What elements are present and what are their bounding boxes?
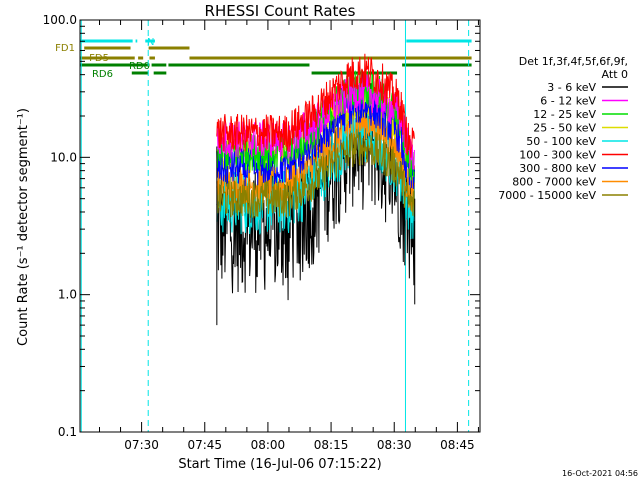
series-line-3-6keV — [216, 70, 415, 301]
series-layer — [216, 53, 416, 326]
legend-header-line2: Att 0 — [602, 68, 628, 81]
series-line-7000-15000keV — [216, 128, 415, 218]
legend-label: 800 - 7000 keV — [512, 176, 596, 189]
legend-label: 100 - 300 keV — [519, 149, 596, 162]
y-axis-label: Count Rate (s⁻¹ detector segment⁻¹) — [16, 108, 31, 346]
legend-label: 300 - 800 keV — [519, 162, 596, 175]
x-tick-label: 08:00 — [251, 438, 286, 452]
flag-label-n: N — [147, 37, 154, 48]
footer-timestamp: 16-Oct-2021 04:56 — [562, 469, 638, 478]
x-tick-label: 07:30 — [124, 438, 159, 452]
axes-layer: 0.1 1.0 10.0 100.0 07:30 07:45 08:00 08:15 08:30… — [43, 13, 481, 452]
x-axis-label: Start Time (16-Jul-06 07:15:22) — [178, 457, 381, 472]
y-tick-label: 10.0 — [50, 150, 77, 164]
flag-label-fd5: FD5 — [89, 53, 109, 64]
plot-frame — [79, 19, 481, 433]
flag-bars-layer: N FD1 FD5 RD0 RD6 — [55, 37, 472, 80]
legend-label: 12 - 25 keV — [533, 108, 596, 121]
legend-label: 6 - 12 keV — [540, 95, 596, 108]
x-tick-label: 07:45 — [187, 438, 222, 452]
series-line-6-12keV — [216, 72, 415, 171]
legend-label: 3 - 6 keV — [547, 81, 596, 94]
legend-label: 7000 - 15000 keV — [498, 189, 596, 202]
series-line-100-300keV — [216, 53, 415, 158]
x-tick-label: 08:15 — [314, 438, 349, 452]
flag-label-rd6: RD6 — [92, 69, 113, 80]
x-tick-label: 08:30 — [377, 438, 412, 452]
x-tick-label: 08:45 — [440, 438, 475, 452]
series-line-800-7000keV — [216, 103, 415, 212]
y-tick-label: 100.0 — [43, 13, 77, 27]
y-tick-label: 0.1 — [58, 425, 77, 439]
legend-header-line1: Det 1f,3f,4f,5f,6f,9f, — [519, 55, 628, 68]
legend-label: 25 - 50 keV — [533, 122, 596, 135]
legend-label: 50 - 100 keV — [526, 135, 596, 148]
y-tick-label: 1.0 — [58, 288, 77, 302]
flag-label-rd0: RD0 — [129, 61, 150, 72]
chart-title: RHESSI Count Rates — [205, 2, 356, 20]
flag-label-fd1: FD1 — [55, 43, 75, 54]
